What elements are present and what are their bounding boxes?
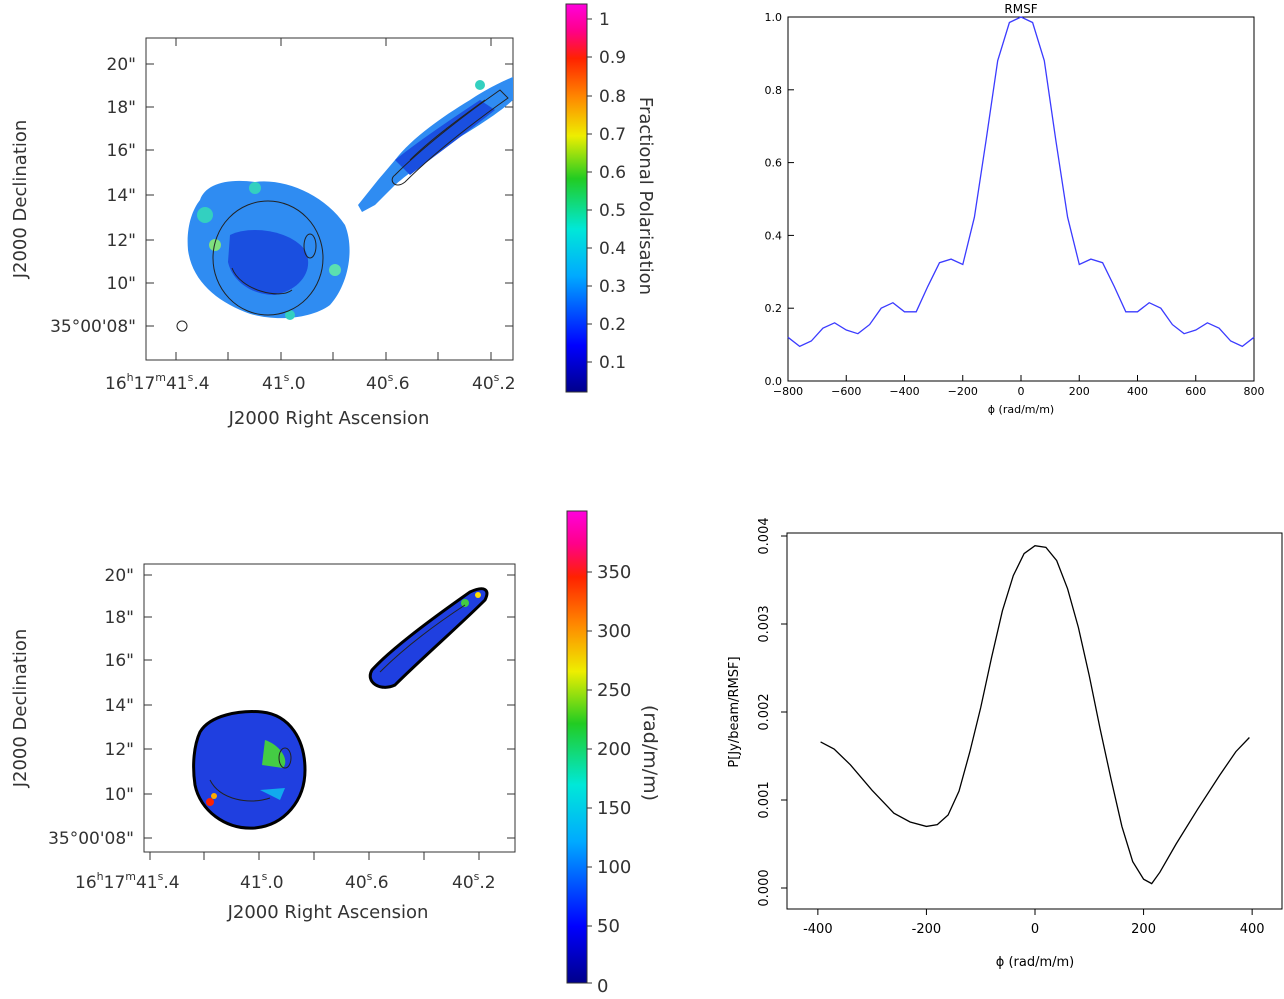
- y-tick-label: 0.002: [757, 693, 772, 730]
- rm-image: [192, 587, 489, 830]
- y-tick-label: 0.4: [765, 229, 783, 242]
- x-tick-label: 0: [1018, 385, 1025, 398]
- fractional-polarisation-map: 20" 18" 16" 14" 12" 10" 35°00'08" 16h17m…: [10, 3, 656, 429]
- colorbar-tick: 0.1: [599, 353, 626, 373]
- y-axis-label: J2000 Declination: [10, 120, 31, 280]
- y-axis: [146, 63, 513, 327]
- y-tick-label: 0.000: [757, 869, 772, 906]
- x-tick-label: −400: [889, 385, 919, 398]
- data-line: [820, 545, 1250, 885]
- y-tick-label: 12": [105, 740, 134, 760]
- faraday-spectrum-chart: -400 -200 0 200 400 0.000 0.001 0.002 0.003 0.004…: [727, 517, 1283, 970]
- y-tick-label: 16": [107, 141, 136, 161]
- y-tick-label: 18": [105, 608, 134, 628]
- y-tick-label: 1.0: [765, 11, 783, 24]
- colorbar-tick: 0.2: [599, 315, 626, 335]
- contours: [209, 604, 466, 802]
- y-tick-label: 10": [107, 274, 136, 294]
- colorbar-tick: 0: [597, 976, 608, 997]
- y-axis-label: P[Jy/beam/RMSF]: [727, 656, 742, 767]
- x-tick-label: −200: [948, 385, 978, 398]
- y-tick-label: 20": [105, 566, 134, 586]
- y-tick-label: 16": [105, 651, 134, 671]
- x-tick-label: -400: [803, 922, 833, 937]
- colorbar-tick: 0.4: [599, 239, 626, 259]
- colorbar-tick: 200: [597, 739, 631, 760]
- x-tick-label: -200: [912, 922, 942, 937]
- x-tick-label: 200: [1131, 922, 1156, 937]
- svg-text:40s.2: 40s.2: [452, 870, 496, 893]
- x-tick-label: 600: [1185, 385, 1206, 398]
- plot-frame: [786, 532, 1283, 910]
- data-line: [787, 16, 1255, 348]
- x-tick-label: −800: [773, 385, 803, 398]
- svg-text:16h17m41s.4: 16h17m41s.4: [75, 870, 180, 893]
- colorbar-label: Fractional Polarisation: [635, 97, 656, 295]
- contours: [176, 89, 509, 332]
- x-tick-label: 200: [1069, 385, 1090, 398]
- colorbar-tick: 0.6: [599, 163, 626, 183]
- colorbar-label: (rad/m/m): [639, 705, 661, 801]
- y-tick-label: 0.6: [765, 157, 783, 170]
- colorbar-tick: 350: [597, 562, 631, 583]
- y-tick-label: 10": [105, 785, 134, 805]
- chart-title: RMSF: [1004, 2, 1037, 16]
- plot-frame: [787, 16, 1255, 382]
- y-tick-label: 12": [107, 231, 136, 251]
- polarisation-image: [187, 77, 513, 320]
- y-tick-label: 0.003: [757, 605, 772, 642]
- x-tick-labels: 16h17m41s.4 41s.0 40s.6 40s.2: [75, 870, 496, 893]
- colorbar-tick: 150: [597, 798, 631, 819]
- y-tick-label: 20": [107, 55, 136, 75]
- colorbar-tick: 100: [597, 857, 631, 878]
- x-tick-label: 800: [1244, 385, 1265, 398]
- colorbar-tick: 0.5: [599, 201, 626, 221]
- colorbar-tick: 50: [597, 916, 620, 937]
- y-tick-label: 14": [107, 186, 136, 206]
- y-tick-label: 0.8: [765, 84, 783, 97]
- map-frame: [143, 563, 516, 853]
- x-tick-label: 400: [1127, 385, 1148, 398]
- svg-text:41s.0: 41s.0: [262, 371, 306, 394]
- x-axis-label: J2000 Right Ascension: [228, 408, 430, 429]
- colorbar-tick: 250: [597, 680, 631, 701]
- map-frame: [145, 37, 514, 361]
- y-tick-label: 0.2: [765, 302, 783, 315]
- colorbar: [566, 510, 588, 984]
- y-tick-label: 35°00'08": [48, 829, 134, 849]
- x-axis-label: ϕ (rad/m/m): [996, 955, 1075, 970]
- svg-text:41s.0: 41s.0: [240, 870, 284, 893]
- y-tick-label: 0.004: [757, 517, 772, 554]
- x-axis-label: J2000 Right Ascension: [227, 902, 429, 923]
- y-tick-label: 14": [105, 696, 134, 716]
- y-tick-label: 0.001: [757, 781, 772, 818]
- colorbar-tick: 300: [597, 621, 631, 642]
- x-tick-label: −600: [831, 385, 861, 398]
- rmsf-chart: −800 −600 −400 −200 0 200 400 600 800 0.0 0.2 0.4 0.…: [765, 2, 1265, 416]
- x-axis-label: ϕ (rad/m/m): [988, 403, 1054, 416]
- y-tick-label: 0.0: [765, 375, 783, 388]
- x-tick-labels: 16h17m41s.4 41s.0 40s.6 40s.2: [105, 371, 516, 394]
- x-tick-label: 400: [1240, 922, 1265, 937]
- colorbar-tick: 0.8: [599, 87, 626, 107]
- y-tick-label: 35°00'08": [50, 317, 136, 337]
- svg-text:40s.6: 40s.6: [345, 870, 389, 893]
- colorbar-tick: 0.7: [599, 125, 626, 145]
- svg-text:40s.2: 40s.2: [472, 371, 516, 394]
- colorbar: [565, 3, 588, 393]
- rotation-measure-map: 20" 18" 16" 14" 12" 10" 35°00'08" 16h17m…: [10, 510, 661, 997]
- svg-text:40s.6: 40s.6: [366, 371, 410, 394]
- x-tick-label: 0: [1031, 922, 1039, 937]
- colorbar-tick: 0.9: [599, 48, 626, 68]
- colorbar-tick: 1: [599, 10, 610, 30]
- colorbar-tick: 0.3: [599, 277, 626, 297]
- svg-text:16h17m41s.4: 16h17m41s.4: [105, 371, 210, 394]
- y-tick-label: 18": [107, 98, 136, 118]
- y-axis-label: J2000 Declination: [10, 629, 31, 789]
